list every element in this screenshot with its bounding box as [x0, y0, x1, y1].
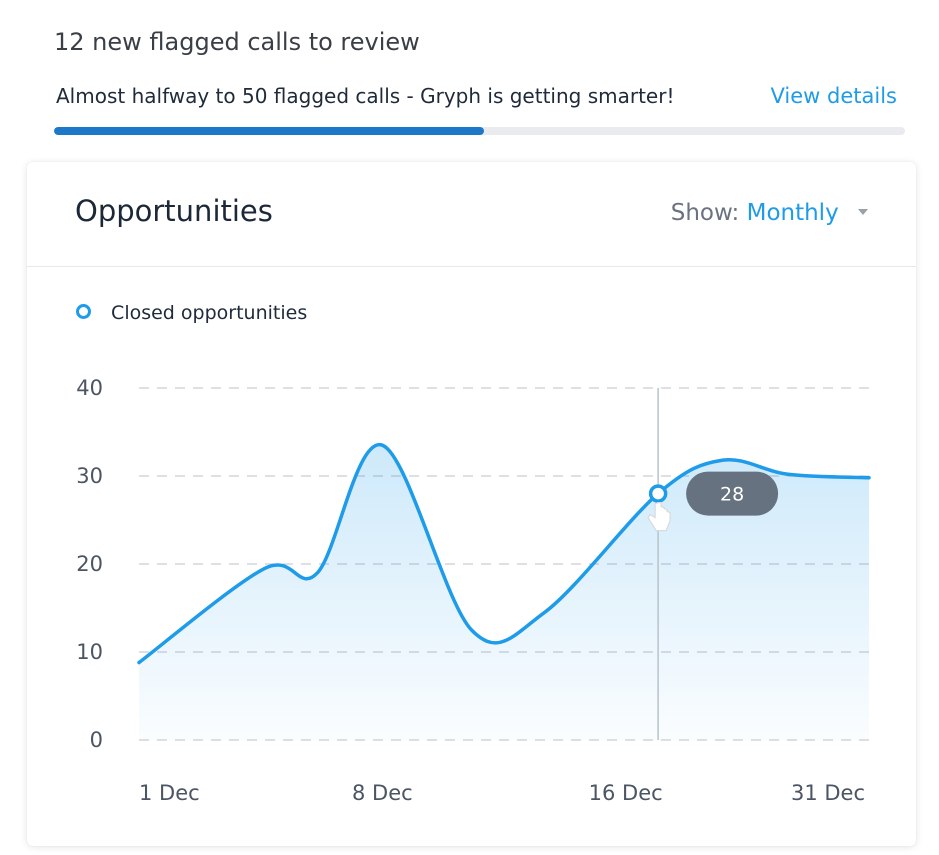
series-area — [139, 444, 869, 740]
x-tick-label: 8 Dec — [352, 781, 413, 805]
legend-label: Closed opportunities — [111, 302, 308, 324]
y-tick-label: 30 — [76, 464, 103, 488]
opportunities-card: Opportunities Show: Monthly Closed oppor… — [27, 162, 916, 846]
y-tick-label: 10 — [76, 640, 103, 664]
flagged-calls-title: 12 new flagged calls to review — [54, 28, 420, 56]
opportunities-chart: 0 10 20 30 40 1 Dec 8 Dec 16 Dec 31 Dec 28 — [76, 376, 871, 805]
card-header: Opportunities Show: Monthly — [27, 162, 916, 267]
series-line — [137, 443, 871, 665]
pointer-hand-icon — [647, 502, 671, 532]
x-tick-label: 16 Dec — [589, 781, 663, 805]
value-tooltip — [686, 471, 779, 516]
period-dropdown[interactable]: Show: Monthly — [671, 200, 868, 226]
legend-marker-icon — [76, 304, 91, 319]
period-selected-value: Monthly — [746, 200, 839, 226]
x-tick-label: 31 Dec — [791, 781, 865, 805]
chart-legend: Closed opportunities — [76, 302, 307, 324]
progress-bar-fill — [54, 127, 484, 135]
chevron-down-icon — [858, 208, 868, 215]
hover-point — [648, 484, 668, 503]
show-label: Show: — [670, 200, 740, 226]
y-tick-label: 40 — [76, 376, 103, 400]
y-tick-label: 0 — [90, 728, 103, 752]
x-tick-label: 1 Dec — [139, 781, 200, 805]
progress-message: Almost halfway to 50 flagged calls - Gry… — [56, 84, 675, 108]
y-tick-label: 20 — [76, 552, 103, 576]
card-title: Opportunities — [75, 194, 273, 228]
flagged-calls-progress-bar — [54, 127, 905, 135]
tooltip-value: 28 — [720, 484, 744, 506]
view-details-link[interactable]: View details — [770, 84, 897, 108]
